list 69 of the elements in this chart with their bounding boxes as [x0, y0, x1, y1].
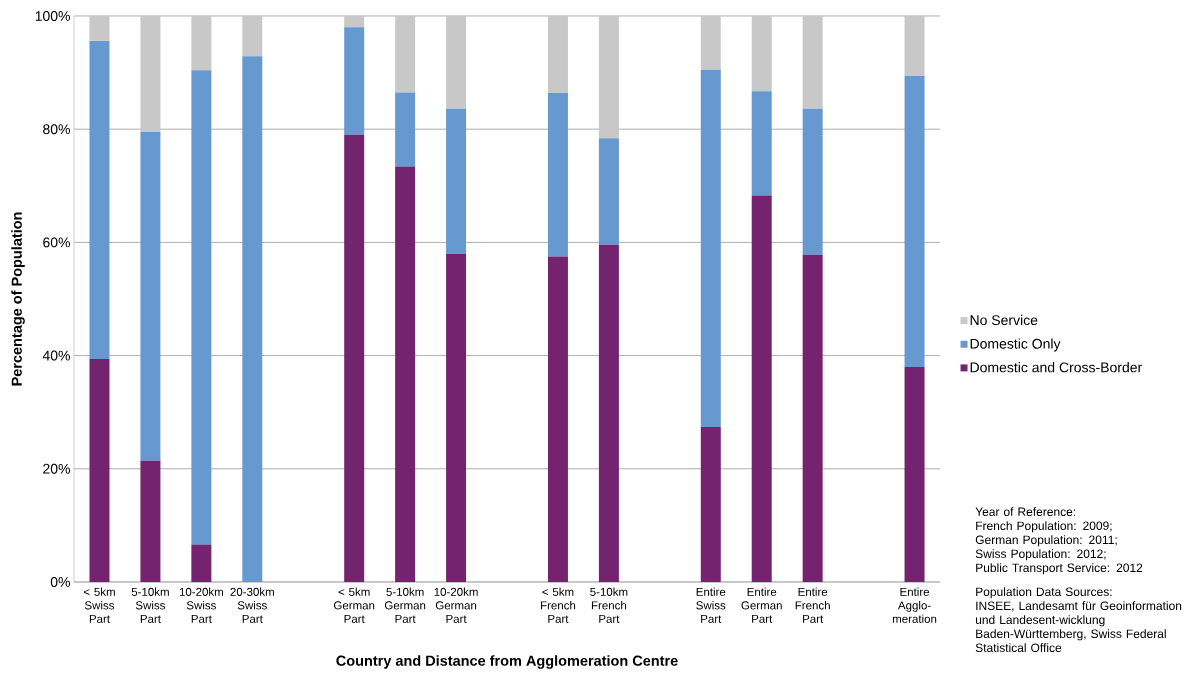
bar — [395, 92, 416, 167]
bar — [344, 27, 365, 135]
y-tick-label: 60% — [43, 237, 70, 248]
text: Year of Reference: — [975, 507, 1076, 516]
legend-label: Domestic and Cross-Border — [970, 362, 1142, 373]
bar — [598, 244, 619, 582]
bar — [191, 15, 212, 71]
text: INSEE, Landesamt für Geoinformation und Landesent-wicklung Baden-Württemberg, Swiss Federal Statistical Office — [975, 601, 1182, 652]
bar — [446, 108, 467, 254]
bar — [700, 69, 721, 427]
bar — [751, 195, 772, 582]
text: Public Transport Service: 2012 — [976, 563, 1143, 575]
text: German Population: 2011; — [975, 535, 1117, 547]
y-tick-label: 0% — [50, 577, 70, 587]
bar — [89, 40, 110, 359]
y-tick-label: 20% — [43, 463, 70, 474]
bar — [802, 254, 823, 582]
bar — [140, 460, 161, 582]
y-tick-label: 100% — [35, 11, 70, 21]
bar — [140, 15, 161, 133]
bar — [89, 358, 110, 582]
x-tick-label: 5-10km Swiss Part — [131, 587, 169, 623]
bar — [547, 92, 568, 257]
x-tick-label: < 5km German Part — [334, 587, 375, 623]
bar — [547, 256, 568, 582]
bar — [242, 56, 263, 582]
bar — [598, 138, 619, 245]
x-tick-label: < 5km Swiss Part — [83, 587, 115, 623]
bar — [751, 91, 772, 196]
bar — [802, 15, 823, 109]
bar — [700, 426, 721, 582]
bar — [598, 15, 619, 139]
x-tick-label: Entire Agglo-meration — [892, 587, 937, 623]
bar — [344, 15, 365, 28]
bar — [547, 15, 568, 93]
bar — [904, 15, 925, 76]
x-axis-title: Country and Distance from Agglomeration Centre — [336, 655, 678, 669]
x-tick-label: Entire French Part — [795, 587, 830, 623]
bar — [802, 108, 823, 255]
bar — [446, 15, 467, 109]
bar — [89, 15, 110, 41]
bar — [700, 15, 721, 70]
bar — [242, 15, 263, 57]
y-axis-title: Percentage of Population — [11, 212, 25, 386]
y-tick-label: 80% — [43, 124, 70, 135]
x-tick-label: < 5km French Part — [540, 587, 576, 623]
x-tick-label: 10-20km German Part — [434, 587, 478, 623]
bar — [191, 70, 212, 545]
text: Population Data Sources: — [976, 587, 1112, 599]
y-tick-label: 40% — [42, 350, 70, 361]
legend-label: No Service — [970, 314, 1038, 326]
bar — [191, 544, 212, 582]
bar — [446, 253, 467, 582]
x-tick-label: 10-20km Swiss Part — [179, 587, 223, 623]
bar — [395, 166, 416, 582]
bar — [751, 15, 772, 92]
bar — [140, 132, 161, 461]
x-tick-label: 5-10km French Part — [590, 587, 628, 623]
x-tick-label: 20-30km Swiss Part — [230, 587, 274, 623]
x-tick-label: Entire Swiss Part — [696, 587, 726, 623]
bar — [344, 134, 365, 582]
text: Swiss Population: 2012; — [975, 549, 1106, 561]
bar — [395, 15, 416, 93]
bar — [904, 75, 925, 367]
x-tick-label: 5-10km German Part — [384, 587, 426, 623]
text: French Population: 2009; — [976, 521, 1112, 533]
x-tick-label: Entire German Part — [741, 587, 782, 623]
bar — [904, 366, 925, 582]
legend-label: Domestic Only — [970, 338, 1061, 352]
